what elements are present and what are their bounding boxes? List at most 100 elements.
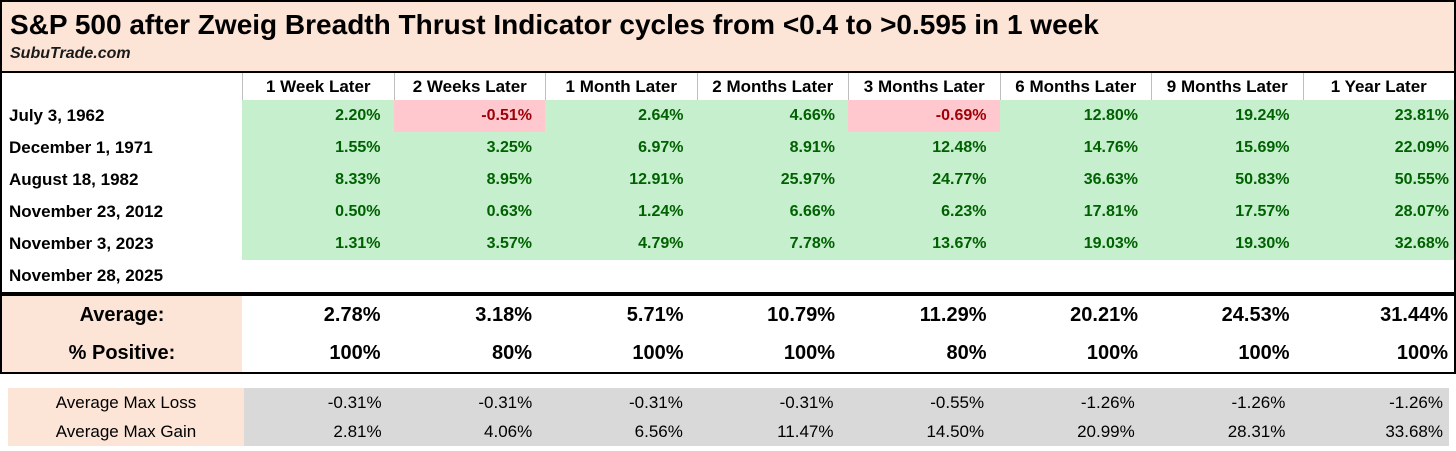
extremes-table: Average Max Loss -0.31% -0.31% -0.31% -0.31%… xyxy=(8,388,1449,446)
return-cell: 6.23% xyxy=(848,196,1000,228)
extreme-value: 11.47% xyxy=(695,417,847,446)
extreme-value: -0.55% xyxy=(846,388,998,417)
return-cell: 4.66% xyxy=(696,100,848,132)
row-date: November 3, 2023 xyxy=(2,228,242,260)
extreme-label: Average Max Loss xyxy=(8,388,244,417)
return-cell: 12.48% xyxy=(848,132,1000,164)
returns-grid: 1 Week Later 2 Weeks Later 1 Month Later 2 … xyxy=(2,73,1454,292)
extreme-value: -1.26% xyxy=(1147,388,1299,417)
corner-cell xyxy=(2,73,242,100)
return-cell: 23.81% xyxy=(1302,100,1454,132)
percent-positive-value: 80% xyxy=(946,341,987,364)
return-cell: 13.67% xyxy=(848,228,1000,260)
return-cell: 14.76% xyxy=(999,132,1151,164)
return-cell: 17.81% xyxy=(999,196,1151,228)
return-cell: 50.55% xyxy=(1302,164,1454,196)
return-cell xyxy=(393,260,545,292)
extreme-value: -0.31% xyxy=(695,388,847,417)
return-cell: 15.69% xyxy=(1151,132,1303,164)
percent-positive-value: 100% xyxy=(1086,341,1138,364)
return-cell: 1.31% xyxy=(242,228,394,260)
return-cell: 19.24% xyxy=(1151,100,1303,132)
average-value: 11.29% xyxy=(919,303,987,326)
return-cell: 8.33% xyxy=(242,164,394,196)
extreme-value: -0.31% xyxy=(394,388,546,417)
watermark: SubuTrade.com xyxy=(10,45,131,62)
return-cell xyxy=(999,260,1151,292)
column-header: 9 Months Later xyxy=(1151,73,1303,100)
return-cell: 1.24% xyxy=(545,196,697,228)
summary-table: Average: 2.78% 3.18% 5.71% 10.79% 11.29% 20.21… xyxy=(0,294,1456,374)
return-cell: 32.68% xyxy=(1302,228,1454,260)
percent-positive-value: 100% xyxy=(783,341,835,364)
extreme-value: -0.31% xyxy=(545,388,696,417)
extreme-value: -1.26% xyxy=(997,388,1148,417)
column-header: 1 Year Later xyxy=(1302,73,1454,100)
return-cell: 0.63% xyxy=(393,196,545,228)
return-cell: 8.91% xyxy=(696,132,848,164)
return-cell: 17.57% xyxy=(1151,196,1303,228)
average-value: 24.53% xyxy=(1221,303,1290,326)
return-cell: 6.66% xyxy=(696,196,848,228)
extreme-label: Average Max Gain xyxy=(8,417,244,446)
extreme-value: 4.06% xyxy=(394,417,546,446)
return-cell: 22.09% xyxy=(1302,132,1454,164)
extreme-value: 28.31% xyxy=(1147,417,1299,446)
return-cell: 19.03% xyxy=(999,228,1151,260)
extreme-value: -1.26% xyxy=(1298,388,1449,417)
percent-positive-value: 100% xyxy=(1238,341,1290,364)
returns-table: S&P 500 after Zweig Breadth Thrust Indic… xyxy=(0,0,1456,294)
return-cell: 19.30% xyxy=(1151,228,1303,260)
average-value: 2.78% xyxy=(323,303,381,326)
return-cell: 7.78% xyxy=(696,228,848,260)
row-date: December 1, 1971 xyxy=(2,132,242,164)
return-cell: 36.63% xyxy=(999,164,1151,196)
title-block: S&P 500 after Zweig Breadth Thrust Indic… xyxy=(2,2,1454,73)
return-cell: 3.57% xyxy=(393,228,545,260)
column-header: 6 Months Later xyxy=(999,73,1151,100)
return-cell: 24.77% xyxy=(848,164,1000,196)
average-value: 31.44% xyxy=(1380,303,1448,326)
return-cell: 12.91% xyxy=(545,164,697,196)
extreme-value: 33.68% xyxy=(1298,417,1449,446)
return-cell: 50.83% xyxy=(1151,164,1303,196)
row-date: November 28, 2025 xyxy=(2,260,242,292)
return-cell: -0.69% xyxy=(848,100,1000,132)
return-cell: 4.79% xyxy=(545,228,697,260)
return-cell xyxy=(696,260,848,292)
row-date: August 18, 1982 xyxy=(2,164,242,196)
column-header: 1 Month Later xyxy=(545,73,697,100)
percent-positive-value: 100% xyxy=(1396,341,1448,364)
return-cell: 12.80% xyxy=(999,100,1151,132)
extreme-value: 14.50% xyxy=(846,417,998,446)
return-cell: 3.25% xyxy=(393,132,545,164)
column-header: 2 Months Later xyxy=(696,73,848,100)
return-cell: -0.51% xyxy=(393,100,545,132)
extreme-value: 6.56% xyxy=(545,417,696,446)
return-cell: 28.07% xyxy=(1302,196,1454,228)
return-cell xyxy=(1151,260,1303,292)
return-cell: 8.95% xyxy=(393,164,545,196)
average-value: 10.79% xyxy=(767,303,835,326)
column-header: 1 Week Later xyxy=(242,73,394,100)
percent-positive-value: 100% xyxy=(329,341,381,364)
return-cell: 1.55% xyxy=(242,132,394,164)
return-cell xyxy=(848,260,1000,292)
page-title: S&P 500 after Zweig Breadth Thrust Indic… xyxy=(10,9,1099,40)
return-cell xyxy=(1302,260,1454,292)
return-cell xyxy=(242,260,394,292)
percent-positive-value: 100% xyxy=(632,341,684,364)
extreme-value: -0.31% xyxy=(244,388,395,417)
return-cell: 2.64% xyxy=(545,100,697,132)
return-cell: 0.50% xyxy=(242,196,394,228)
average-value: 20.21% xyxy=(1070,303,1138,326)
column-header: 2 Weeks Later xyxy=(393,73,545,100)
percent-positive-label: % Positive: xyxy=(2,334,242,372)
average-label: Average: xyxy=(2,296,242,334)
percent-positive-value: 80% xyxy=(491,341,532,364)
return-cell: 6.97% xyxy=(545,132,697,164)
row-date: November 23, 2012 xyxy=(2,196,242,228)
extreme-value: 2.81% xyxy=(244,417,395,446)
extreme-value: 20.99% xyxy=(997,417,1148,446)
